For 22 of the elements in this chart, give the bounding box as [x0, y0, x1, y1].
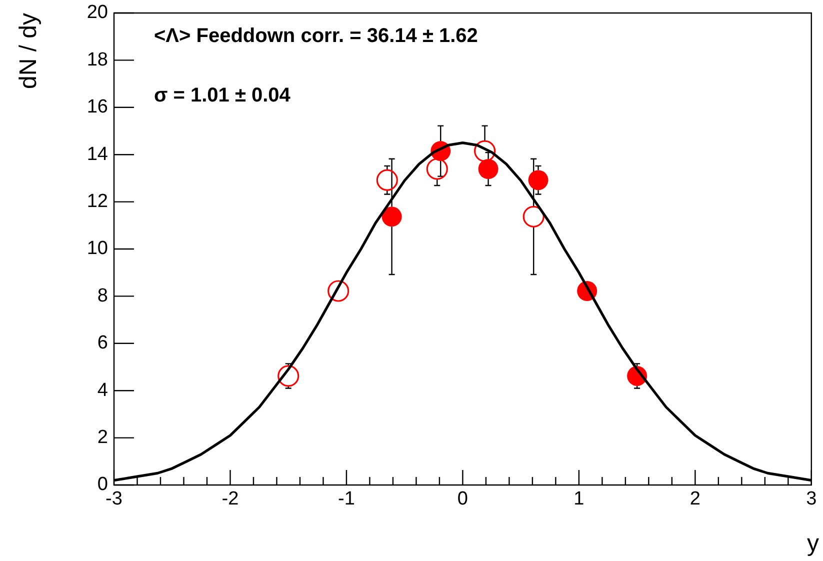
y-tick-label: 18 [86, 49, 108, 70]
x-tick-label: 0 [457, 488, 468, 510]
x-tick-label: -1 [338, 488, 355, 510]
annotation: σ = 1.01 ± 0.04 [154, 84, 292, 106]
y-tick-label: 8 [97, 285, 108, 306]
x-tick-label: 3 [806, 488, 817, 510]
y-axis-title: dN / dy [15, 13, 42, 90]
y-tick-label: 20 [86, 2, 108, 24]
annotation: <Λ> Feeddown corr. = 36.14 ± 1.62 [154, 25, 478, 47]
y-tick-label: 6 [97, 332, 108, 354]
x-axis-title: y [807, 530, 819, 557]
y-tick-label: 16 [86, 96, 108, 118]
y-tick-label: 2 [97, 427, 108, 448]
y-tick-label: 12 [86, 191, 108, 212]
x-tick-label: -3 [106, 488, 122, 510]
y-tick-label: 4 [97, 380, 108, 401]
x-tick-label: 2 [690, 488, 700, 510]
x-tick-label: 1 [574, 488, 584, 510]
y-tick-label: 14 [86, 144, 108, 165]
x-tick-label: -2 [222, 488, 239, 510]
y-tick-label: 0 [97, 474, 108, 496]
y-tick-label: 10 [86, 238, 108, 260]
